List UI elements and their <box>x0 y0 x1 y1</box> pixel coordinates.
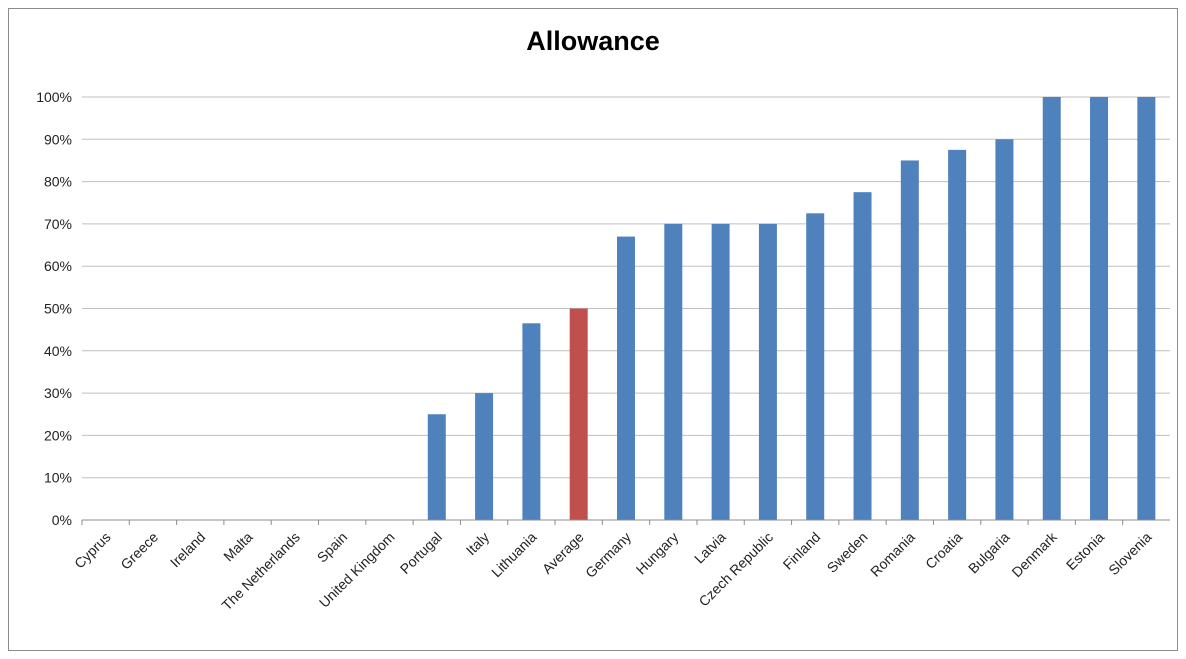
x-category-label: Spain <box>314 529 351 566</box>
x-category-label: Greece <box>117 529 161 573</box>
x-category-label: Romania <box>867 529 918 580</box>
bar-portugal <box>427 414 446 520</box>
x-category-label: Estonia <box>1063 529 1107 573</box>
chart-frame <box>8 8 1178 651</box>
bar-italy <box>475 393 494 520</box>
bar-romania <box>900 160 919 520</box>
x-category-label: Ireland <box>167 529 209 571</box>
bars <box>427 97 1156 521</box>
bar-lithuania <box>522 323 541 520</box>
x-category-label: Lithuania <box>488 529 540 581</box>
y-axis-ticks: 0% 10% 20% 30% 40% 50% 60% 70% 80% 90% 100% <box>36 89 72 528</box>
x-category-label: Croatia <box>922 529 965 572</box>
x-category-label: Denmark <box>1008 528 1060 580</box>
x-category-label: Germany <box>582 529 634 581</box>
x-category-label: Latvia <box>691 529 729 567</box>
y-tick-label: 100% <box>36 89 72 105</box>
bar-croatia <box>948 149 967 520</box>
bar-average <box>569 308 588 520</box>
y-tick-label: 80% <box>44 174 72 190</box>
x-category-label: Average <box>539 529 587 577</box>
y-tick-label: 20% <box>44 427 72 443</box>
bar-czech-republic <box>758 223 777 520</box>
bar-sweden <box>853 192 872 521</box>
x-category-label: Cyprus <box>71 529 114 572</box>
x-category-label: Italy <box>463 529 492 558</box>
x-category-label: Bulgaria <box>965 529 1013 577</box>
y-tick-label: 0% <box>52 512 72 528</box>
x-category-label: Portugal <box>397 529 445 577</box>
x-category-label: Hungary <box>633 529 682 578</box>
x-category-label: Finland <box>780 529 824 573</box>
y-tick-label: 60% <box>44 258 72 274</box>
x-category-label: Malta <box>220 529 256 565</box>
bar-hungary <box>664 223 683 520</box>
bar-bulgaria <box>995 139 1014 521</box>
y-tick-label: 50% <box>44 301 72 317</box>
x-category-label: Sweden <box>824 529 871 576</box>
bar-denmark <box>1042 97 1061 520</box>
bar-finland <box>806 213 825 520</box>
bar-germany <box>617 236 635 520</box>
x-axis <box>81 519 1170 525</box>
y-tick-label: 40% <box>44 343 72 359</box>
y-tick-label: 10% <box>44 470 72 486</box>
y-tick-label: 30% <box>44 385 72 401</box>
bar-slovenia <box>1137 97 1156 520</box>
y-tick-label: 70% <box>44 216 72 232</box>
bar-latvia <box>711 223 730 520</box>
x-category-label: Slovenia <box>1105 529 1154 578</box>
y-tick-label: 90% <box>44 131 72 147</box>
bar-estonia <box>1090 97 1109 520</box>
chart-title: Allowance <box>526 26 660 56</box>
